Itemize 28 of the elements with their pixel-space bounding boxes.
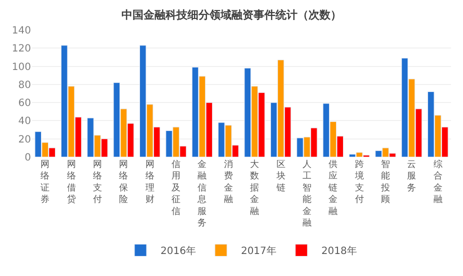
x-tick-label: 网络借贷 bbox=[66, 160, 76, 206]
x-tick-label: 网络证券 bbox=[40, 160, 50, 206]
x-tick-label: 网络支付 bbox=[92, 160, 102, 206]
y-tick-label: 80 bbox=[18, 80, 31, 91]
x-tick-label: 供应链金融 bbox=[328, 159, 338, 217]
x-tick-label: 网络理财 bbox=[145, 160, 154, 206]
x-tick-label: 区块链 bbox=[275, 159, 286, 194]
legend-label: 2017年 bbox=[240, 245, 276, 258]
y-tick-label: 0 bbox=[24, 152, 31, 164]
x-tick-label: 云服务 bbox=[407, 160, 416, 194]
y-tick-label: 20 bbox=[18, 134, 31, 146]
chart-title: 中国金融科技细分领域融资事件统计（次数） bbox=[122, 8, 342, 22]
y-tick-label: 60 bbox=[18, 98, 31, 110]
x-tick-label: 消费金融 bbox=[224, 159, 233, 206]
legend-label: 2018年 bbox=[321, 245, 357, 258]
x-tick-label: 跨境支付 bbox=[354, 159, 364, 206]
x-tick-label: 网络保险 bbox=[119, 160, 128, 206]
y-tick-label: 140 bbox=[12, 26, 31, 36]
x-tick-label: 综合金融 bbox=[433, 159, 442, 206]
x-tick-label: 智能投顾 bbox=[380, 159, 390, 206]
y-tick-label: 100 bbox=[12, 62, 31, 73]
x-tick-label: 金融信息服务 bbox=[196, 159, 207, 228]
x-tick-label: 大数据金融 bbox=[250, 159, 260, 217]
legend-label: 2016年 bbox=[160, 245, 196, 258]
y-tick-label: 40 bbox=[18, 116, 31, 128]
x-tick-label: 人工智能金融 bbox=[302, 159, 312, 228]
y-tick-label: 120 bbox=[12, 44, 31, 55]
x-tick-label: 信用及征信 bbox=[172, 159, 181, 217]
